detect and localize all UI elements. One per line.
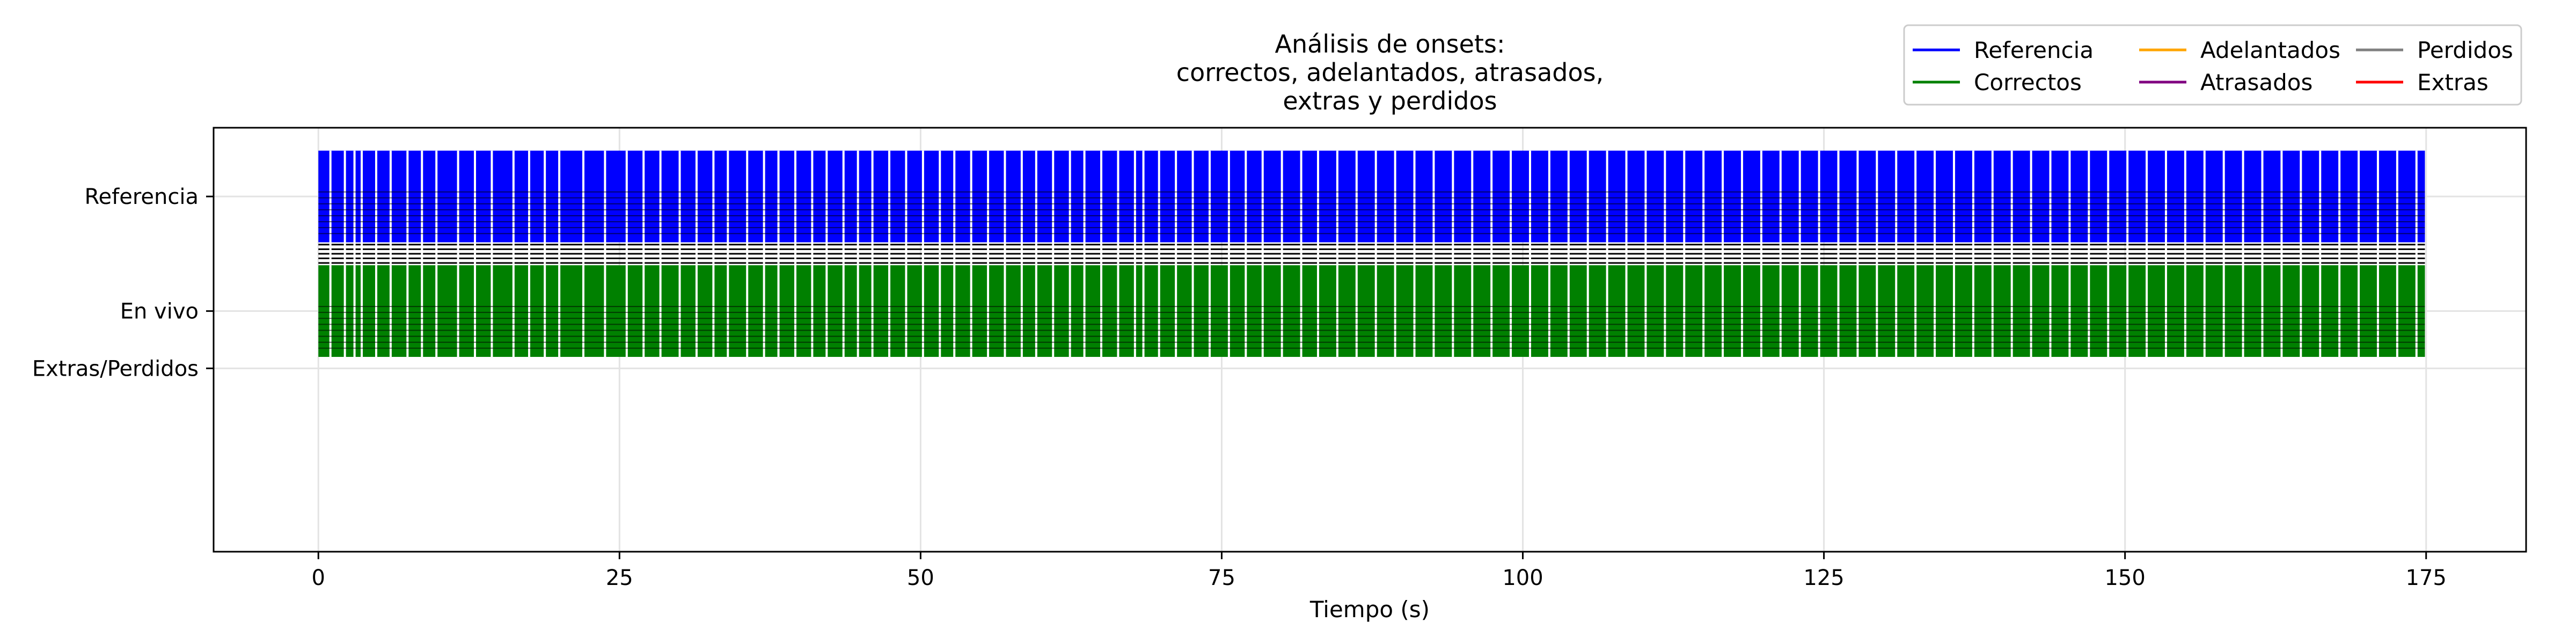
x-tick-label-3: 75 (1208, 566, 1235, 590)
legend-box (1903, 24, 2522, 106)
legend-label-perdidos: Perdidos (2417, 37, 2513, 63)
x-tick-label-4: 100 (1502, 566, 1543, 590)
legend-item-correctos[interactable]: Correctos (1913, 69, 2082, 96)
y-axis: Referencia En vivo Extras/Perdidos (32, 185, 214, 381)
legend[interactable]: Referencia Correctos Adelantados Atrasados P… (1903, 24, 2522, 106)
series-correctos (318, 265, 2425, 357)
x-tick-label-2: 50 (907, 566, 934, 590)
x-tick-label-7: 175 (2406, 566, 2447, 590)
legend-item-perdidos[interactable]: Perdidos (2356, 37, 2513, 63)
legend-label-adelantados: Adelantados (2200, 37, 2340, 63)
legend-label-referencia: Referencia (1974, 37, 2094, 63)
legend-item-atrasados[interactable]: Atrasados (2139, 69, 2312, 96)
title-line-0: Análisis de onsets: (1275, 30, 1505, 58)
x-axis: 0 25 50 75 100 125 150 175 (312, 552, 2447, 590)
y-tick-label-2: Extras/Perdidos (32, 356, 199, 381)
title-line-2: extras y perdidos (1283, 86, 1497, 115)
legend-label-atrasados: Atrasados (2200, 69, 2312, 96)
connector-band (318, 242, 2425, 266)
series-referencia-events (318, 150, 2425, 243)
event-series (318, 150, 2425, 357)
legend-item-referencia[interactable]: Referencia (1913, 37, 2094, 63)
series-correctos-events (318, 265, 2425, 357)
legend-item-extras[interactable]: Extras (2356, 69, 2489, 96)
y-tick-label-1: En vivo (120, 299, 199, 324)
chart-title: Análisis de onsets:correctos, adelantado… (1176, 30, 1604, 115)
y-tick-label-0: Referencia (85, 185, 199, 209)
x-tick-label-6: 150 (2104, 566, 2145, 590)
plot-frame (213, 127, 2527, 553)
series-referencia (318, 150, 2425, 243)
x-tick-label-1: 25 (606, 566, 633, 590)
legend-item-adelantados[interactable]: Adelantados (2139, 37, 2340, 63)
x-tick-label-0: 0 (312, 566, 325, 590)
legend-label-correctos: Correctos (1974, 69, 2082, 96)
x-tick-label-5: 125 (1803, 566, 1844, 590)
x-axis-label: Tiempo (s) (1309, 596, 1430, 623)
title-line-1: correctos, adelantados, atrasados, (1176, 58, 1604, 87)
legend-label-extras: Extras (2417, 69, 2489, 96)
